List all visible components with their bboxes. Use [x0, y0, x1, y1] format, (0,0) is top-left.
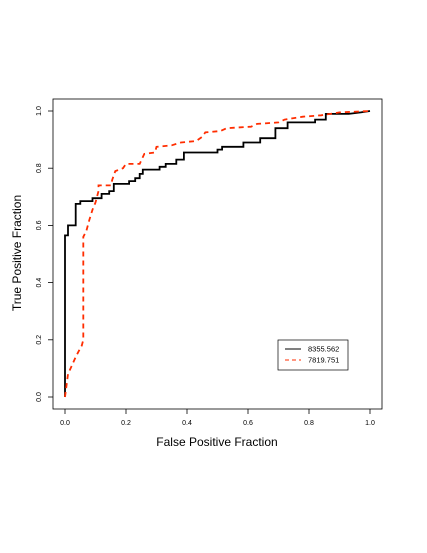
x-tick-label: 0.6	[243, 420, 253, 427]
y-tick-label: 1.0	[36, 106, 43, 116]
roc-curve-series-2	[64, 110, 371, 398]
y-tick-label: 0.6	[36, 220, 43, 230]
y-tick-label: 0.8	[36, 163, 43, 173]
y-tick-label: 0.0	[36, 392, 43, 402]
legend-label-series-1: 8355.562	[308, 345, 339, 354]
y-axis-label: True Positive Fraction	[10, 195, 24, 311]
x-tick-label: 1.0	[365, 420, 375, 427]
x-tick-label: 0.4	[182, 420, 192, 427]
y-tick-label: 0.2	[36, 335, 43, 345]
y-tick-label: 0.4	[36, 278, 43, 288]
legend-label-series-2: 7819.751	[308, 356, 339, 365]
legend-box	[277, 339, 349, 371]
legend: 8355.562 7819.751	[277, 339, 349, 371]
plot-frame	[52, 98, 383, 410]
x-axis-label: False Positive Fraction	[156, 435, 277, 449]
series-layer	[64, 110, 371, 398]
roc-curve-series-1	[64, 110, 371, 397]
x-tick-label: 0.8	[304, 420, 314, 427]
y-axis: 0.0 0.2 0.4 0.6 0.8 1.0	[36, 106, 53, 402]
x-axis: 0.0 0.2 0.4 0.6 0.8 1.0	[60, 409, 375, 427]
x-tick-label: 0.2	[121, 420, 131, 427]
x-tick-label: 0.0	[60, 420, 70, 427]
